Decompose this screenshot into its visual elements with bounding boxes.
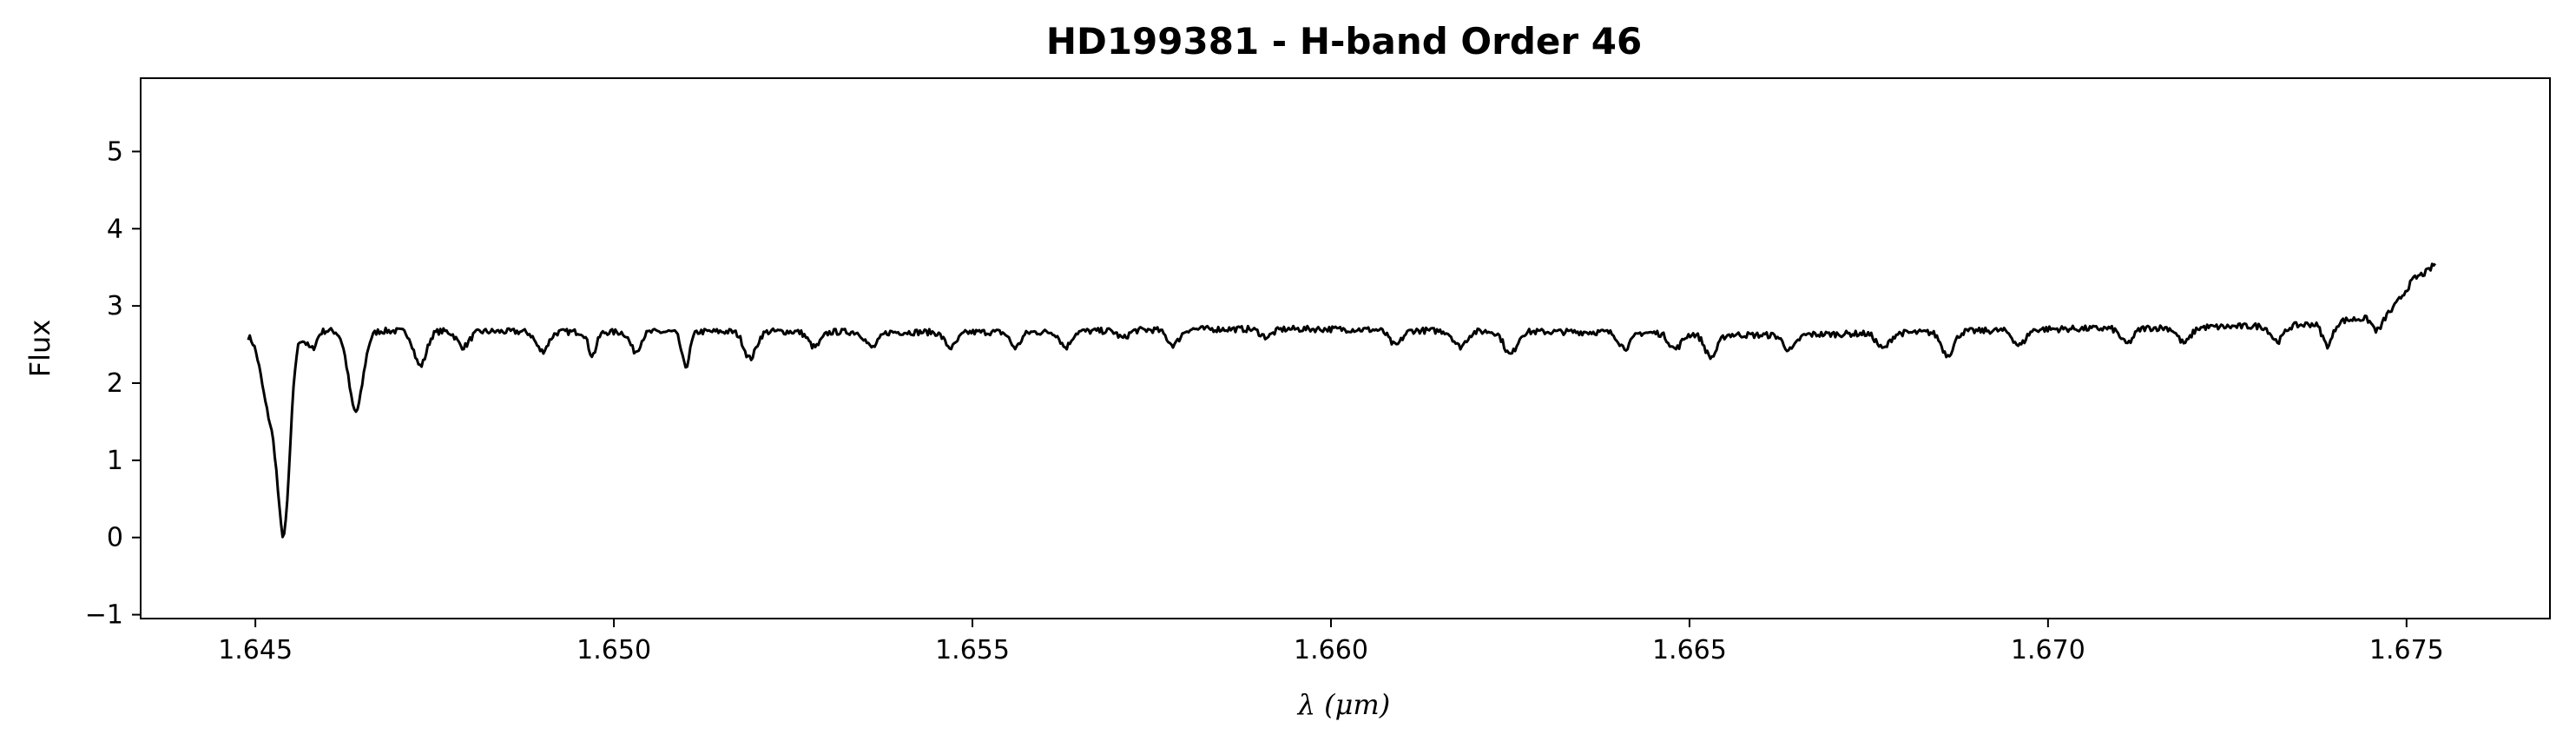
x-axis-label-symbol: λ [1296, 688, 1315, 721]
x-tick-label: 1.655 [935, 635, 1010, 665]
x-tick-label: 1.665 [1652, 635, 1727, 665]
x-axis-ticks: 1.645 1.650 1.655 1.660 1.665 1.670 1.675 [218, 619, 2444, 665]
y-axis-ticks: −1 0 1 2 3 4 5 [85, 136, 141, 631]
y-tick-label: 5 [107, 136, 123, 167]
plot-area [140, 77, 2551, 619]
x-axis-label-unit: (μm) [1324, 688, 1390, 721]
y-tick-label: 2 [107, 368, 123, 399]
y-axis-label: Flux [23, 320, 56, 378]
y-tick-label: −1 [85, 600, 123, 631]
x-tick-label: 1.675 [2369, 635, 2444, 665]
y-tick-label: 3 [107, 291, 123, 321]
x-tick-label: 1.660 [1294, 635, 1368, 665]
y-tick-label: 0 [107, 523, 123, 553]
x-axis-label: λ (μm) [1296, 688, 1390, 721]
spectrum-series-line [247, 262, 2437, 539]
axes-frame [140, 77, 2551, 619]
y-tick-label: 4 [107, 214, 123, 244]
x-tick-label: 1.650 [576, 635, 651, 665]
x-tick-label: 1.645 [218, 635, 293, 665]
chart-title: HD199381 - H-band Order 46 [1046, 20, 1642, 63]
x-tick-label: 1.670 [2011, 635, 2085, 665]
y-tick-label: 1 [107, 446, 123, 476]
